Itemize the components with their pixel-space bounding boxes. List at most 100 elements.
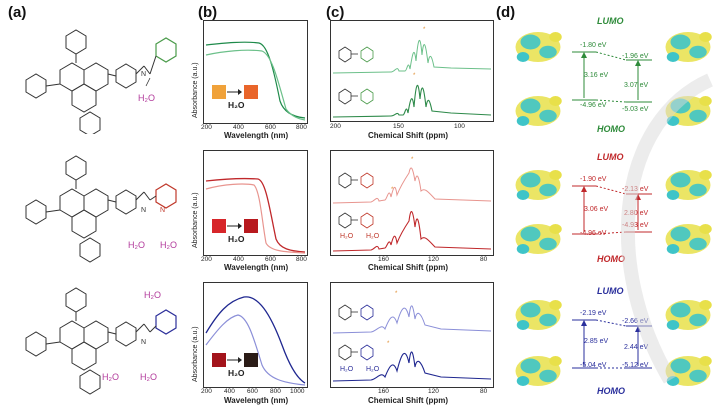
nmr-tick-row3-0: 160: [378, 388, 389, 395]
structure-row3: N: [25, 287, 177, 395]
uv-tick-row1-1: 400: [233, 124, 244, 131]
uv-plot-row2: [203, 150, 308, 256]
orbital-homo-left-row1: [515, 96, 562, 126]
svg-text:N: N: [141, 207, 146, 214]
lumo-left-energy-row2: -1.90 eV: [580, 176, 607, 183]
water-label-row2-a: H₂O: [128, 240, 145, 250]
water-label-row1: H₂O: [138, 93, 155, 103]
nmr-h2o-row3-a: H₂O: [340, 366, 354, 373]
panel-label-c: (c): [326, 4, 345, 21]
uv-ylabel-row1: Absorbance (a.u.): [192, 62, 199, 118]
svg-text:N: N: [141, 339, 146, 346]
water-label-row3-mid: H₂O: [102, 372, 119, 382]
nmr-tick-row1-1: 150: [393, 123, 404, 130]
homo-left-energy-row3: -5.04 eV: [580, 362, 607, 369]
uv-h2o-row2: H₂O: [228, 234, 245, 244]
lumo-left-energy-row1: -1.80 eV: [580, 42, 607, 49]
nmr-h2o-row2-a: H₂O: [340, 233, 354, 240]
uv-tick-row1-2: 600: [265, 124, 276, 131]
uv-sample-after-row2: [244, 219, 258, 233]
uv-xlabel-row1: Wavelength (nm): [224, 131, 289, 140]
nmr-h2o-row3-b: H₂O: [366, 366, 380, 373]
nmr-plot-row2: * *: [330, 150, 494, 256]
uv-tick-row1-0: 200: [201, 124, 212, 131]
gap-left-row2: 3.06 eV: [584, 206, 609, 213]
uv-ylabel-row3: Absorbance (a.u.): [192, 326, 199, 382]
uv-xlabel-row3: Wavelength (nm): [224, 396, 289, 405]
lumo-title-row3: LUMO: [597, 286, 624, 296]
lumo-right-energy-row3: -2.66 eV: [622, 318, 649, 325]
uv-h2o-row3: H₂O: [228, 368, 245, 378]
nmr-tick-row2-1: 120: [428, 256, 439, 263]
uv-xlabel-row2: Wavelength (nm): [224, 263, 289, 272]
gap-right-row3: 2.44 eV: [624, 344, 649, 351]
svg-text:*: *: [423, 27, 426, 33]
structure-row2: N N: [25, 155, 177, 263]
orbital-lumo-left-row3: [515, 300, 562, 330]
uv-sample-before-row1: [212, 85, 226, 99]
nmr-tick-row2-0: 160: [378, 256, 389, 263]
uv-curve-row2-a: [205, 177, 306, 253]
gap-left-row1: 3.16 eV: [584, 72, 609, 79]
lumo-title-row1: LUMO: [597, 16, 624, 26]
nmr-plot-row1: * *: [330, 20, 494, 122]
nmr-xlabel-row1: Chemical Shift (ppm): [368, 131, 449, 140]
panel-label-b: (b): [198, 4, 218, 21]
lumo-left-energy-row3: -2.19 eV: [580, 310, 607, 317]
uv-tick-row2-2: 600: [265, 256, 276, 263]
lumo-title-row2: LUMO: [597, 152, 624, 162]
orbital-homo-left-row3: [515, 356, 562, 386]
uv-tick-row2-0: 200: [201, 256, 212, 263]
svg-text:N: N: [160, 207, 165, 214]
nmr-spectrum-row1-upper: [332, 40, 492, 74]
orbital-lumo-left-row1: [515, 32, 562, 62]
nmr-h2o-row2-b: H₂O: [366, 233, 380, 240]
nmr-tick-row3-1: 120: [428, 388, 439, 395]
svg-text:*: *: [413, 73, 416, 79]
uv-ylabel-row2: Absorbance (a.u.): [192, 192, 199, 248]
nmr-tick-row1-2: 100: [454, 123, 465, 130]
nmr-spectrum-row3-lower: [332, 351, 492, 382]
nmr-plot-row3: * *: [330, 282, 494, 388]
homo-right-energy-row3: -5.12 eV: [622, 362, 649, 369]
nmr-spectrum-row1-lower: [332, 84, 492, 118]
nmr-tick-row2-2: 80: [480, 256, 488, 263]
svg-text:*: *: [411, 157, 414, 163]
homo-title-row3: HOMO: [597, 386, 625, 396]
water-label-row3-bot: H₂O: [140, 372, 157, 382]
panel-label-d: (d): [496, 4, 516, 21]
orbital-homo-left-row2: [515, 224, 562, 254]
lumo-right-energy-row1: -1.96 eV: [622, 53, 649, 60]
uv-curve-row1-a: [205, 41, 306, 119]
uv-sample-after-row1: [244, 85, 258, 99]
panel-label-a: (a): [8, 4, 27, 21]
water-label-row3-top: H₂O: [144, 290, 161, 300]
uv-sample-before-row3: [212, 353, 226, 367]
nmr-xlabel-row3: Chemical Shift (ppm): [368, 396, 449, 405]
svg-text:*: *: [391, 187, 394, 193]
uv-curve-row1-b: [205, 49, 306, 121]
watermark-arc: [620, 73, 713, 384]
svg-text:*: *: [387, 341, 390, 347]
nmr-spectrum-row2-upper: [332, 167, 492, 204]
homo-title-row2: HOMO: [597, 254, 625, 264]
structure-row1: N: [25, 29, 177, 134]
uv-curve-row3-b: [205, 314, 306, 386]
homo-left-energy-row1: -4.96 eV: [580, 102, 607, 109]
nmr-spectrum-row3-upper: [332, 305, 492, 334]
uv-plot-row1: [203, 20, 308, 124]
uv-tick-row2-3: 800: [296, 256, 307, 263]
uv-tick-row3-2: 600: [247, 388, 258, 395]
homo-right-energy-row2: -4.93 eV: [622, 222, 649, 229]
uv-sample-after-row3: [244, 353, 258, 367]
gap-right-row1: 3.07 eV: [624, 82, 649, 89]
uv-tick-row1-3: 800: [296, 124, 307, 131]
uv-tick-row3-4: 1000: [290, 388, 305, 395]
homo-right-energy-row1: -5.03 eV: [622, 106, 649, 113]
uv-plot-row3: [203, 282, 308, 388]
energy-diagram-row1: [572, 51, 652, 103]
nmr-tick-row3-2: 80: [480, 388, 488, 395]
gap-left-row3: 2.85 eV: [584, 338, 609, 345]
orbital-lumo-left-row2: [515, 170, 562, 200]
svg-text:N: N: [141, 71, 146, 78]
